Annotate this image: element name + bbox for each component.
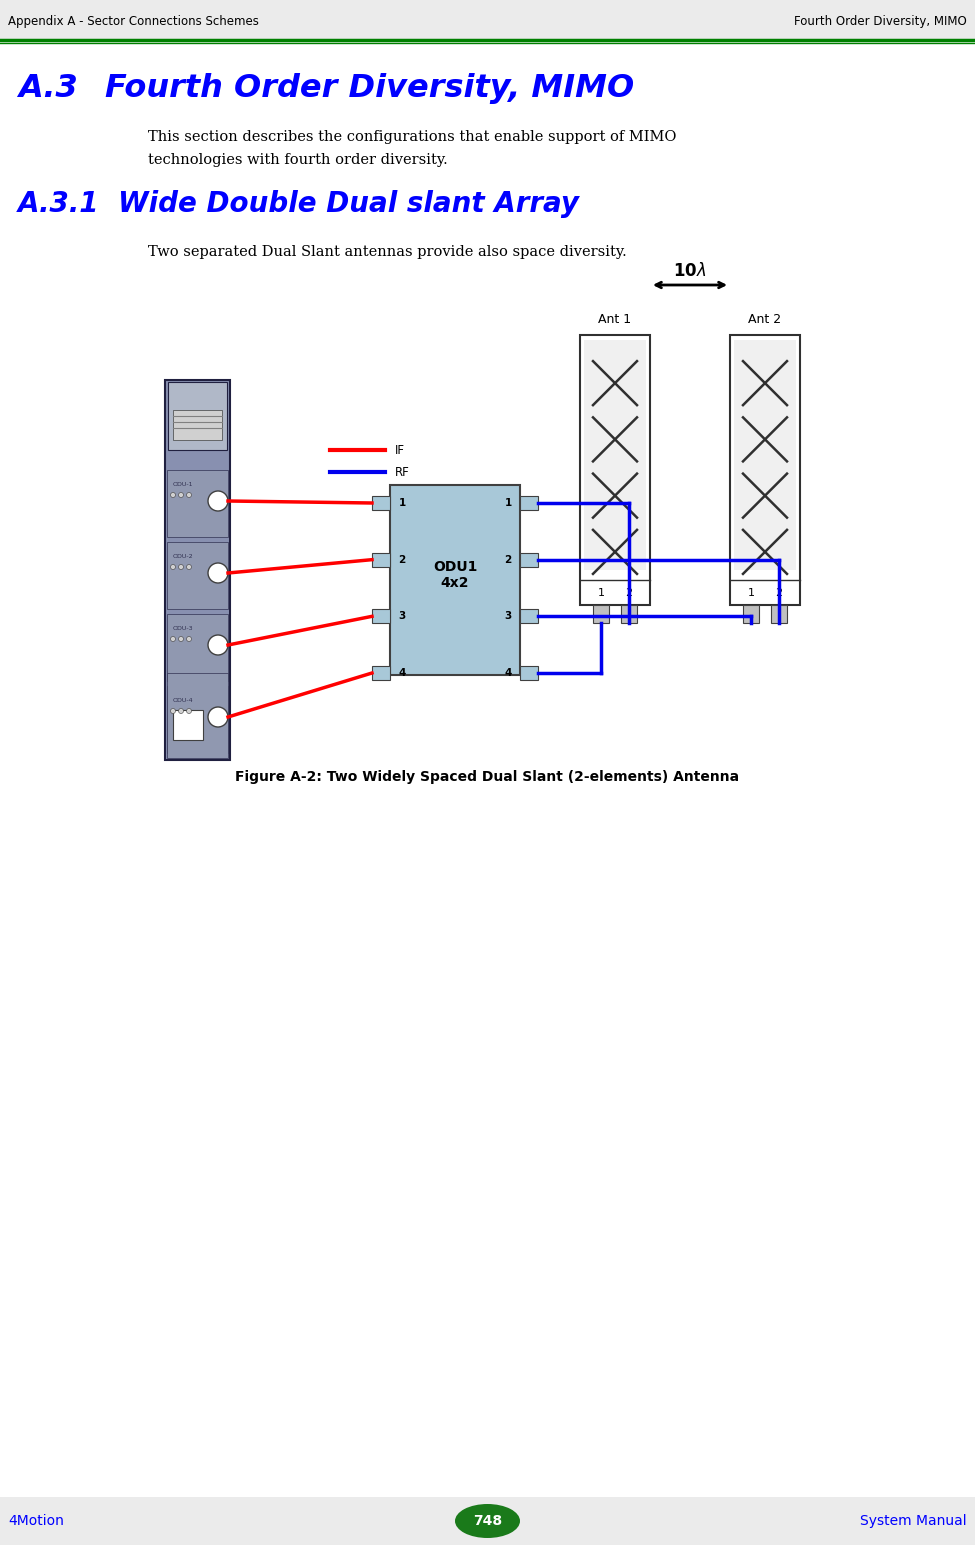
- Text: IF: IF: [395, 443, 405, 456]
- Circle shape: [171, 564, 176, 570]
- Text: ODU1
4x2: ODU1 4x2: [433, 559, 477, 590]
- Bar: [743, 606, 759, 623]
- Circle shape: [178, 637, 183, 641]
- Bar: [520, 553, 538, 567]
- Text: 4: 4: [399, 667, 406, 678]
- Text: 3: 3: [399, 612, 406, 621]
- Bar: [520, 609, 538, 623]
- Text: Fourth Order Diversity, MIMO: Fourth Order Diversity, MIMO: [795, 15, 967, 28]
- Bar: [167, 470, 228, 538]
- Circle shape: [186, 637, 191, 641]
- Text: 748: 748: [473, 1514, 502, 1528]
- Ellipse shape: [455, 1503, 520, 1537]
- Bar: [173, 409, 222, 440]
- Bar: [168, 382, 227, 450]
- Text: RF: RF: [395, 465, 409, 479]
- Circle shape: [178, 493, 183, 497]
- Text: Figure A-2: Two Widely Spaced Dual Slant (2-elements) Antenna: Figure A-2: Two Widely Spaced Dual Slant…: [235, 769, 740, 783]
- Bar: [173, 711, 203, 740]
- Text: ODU-4: ODU-4: [173, 698, 194, 703]
- Text: 3: 3: [504, 612, 512, 621]
- Circle shape: [208, 635, 228, 655]
- Circle shape: [171, 637, 176, 641]
- Bar: [372, 609, 390, 623]
- Text: 2: 2: [504, 555, 512, 564]
- Text: This section describes the configurations that enable support of MIMO: This section describes the configuration…: [148, 130, 677, 144]
- Bar: [621, 606, 637, 623]
- Text: 10$\lambda$: 10$\lambda$: [674, 263, 707, 280]
- Bar: [390, 485, 520, 675]
- Text: Fourth Order Diversity, MIMO: Fourth Order Diversity, MIMO: [105, 73, 635, 104]
- Text: ODU-3: ODU-3: [173, 626, 194, 630]
- Circle shape: [171, 493, 176, 497]
- Bar: [584, 340, 646, 570]
- Text: technologies with fourth order diversity.: technologies with fourth order diversity…: [148, 153, 448, 167]
- Bar: [734, 340, 796, 570]
- Text: 2: 2: [399, 555, 406, 564]
- Text: Ant 2: Ant 2: [749, 314, 782, 326]
- Circle shape: [208, 491, 228, 511]
- Text: Wide Double Dual slant Array: Wide Double Dual slant Array: [118, 190, 579, 218]
- Bar: [580, 335, 650, 606]
- Text: ODU-1: ODU-1: [173, 482, 193, 487]
- Circle shape: [171, 709, 176, 714]
- Bar: [165, 380, 230, 760]
- Bar: [167, 674, 228, 759]
- Text: 2: 2: [625, 589, 633, 598]
- Bar: [167, 686, 228, 752]
- Bar: [167, 613, 228, 681]
- Circle shape: [208, 562, 228, 582]
- Text: Ant 1: Ant 1: [599, 314, 632, 326]
- Bar: [372, 496, 390, 510]
- Text: 1: 1: [598, 589, 604, 598]
- Text: 1: 1: [399, 497, 406, 508]
- Text: System Manual: System Manual: [860, 1514, 967, 1528]
- Circle shape: [208, 708, 228, 728]
- Text: Two separated Dual Slant antennas provide also space diversity.: Two separated Dual Slant antennas provid…: [148, 246, 627, 260]
- Circle shape: [186, 709, 191, 714]
- Circle shape: [178, 709, 183, 714]
- Text: A.3.1: A.3.1: [18, 190, 99, 218]
- Text: 4Motion: 4Motion: [8, 1514, 64, 1528]
- Bar: [771, 606, 787, 623]
- Bar: [520, 496, 538, 510]
- Text: 1: 1: [504, 497, 512, 508]
- Bar: [730, 335, 800, 606]
- Bar: [372, 666, 390, 680]
- Bar: [520, 666, 538, 680]
- Bar: [0, 1497, 975, 1545]
- Text: ODU-2: ODU-2: [173, 555, 194, 559]
- Circle shape: [178, 564, 183, 570]
- Text: 4: 4: [504, 667, 512, 678]
- Text: A.3: A.3: [18, 73, 78, 104]
- Bar: [167, 542, 228, 609]
- Text: 1: 1: [748, 589, 755, 598]
- Circle shape: [186, 493, 191, 497]
- Bar: [593, 606, 609, 623]
- Circle shape: [186, 564, 191, 570]
- Text: 2: 2: [775, 589, 783, 598]
- Bar: [372, 553, 390, 567]
- Text: Appendix A - Sector Connections Schemes: Appendix A - Sector Connections Schemes: [8, 15, 259, 28]
